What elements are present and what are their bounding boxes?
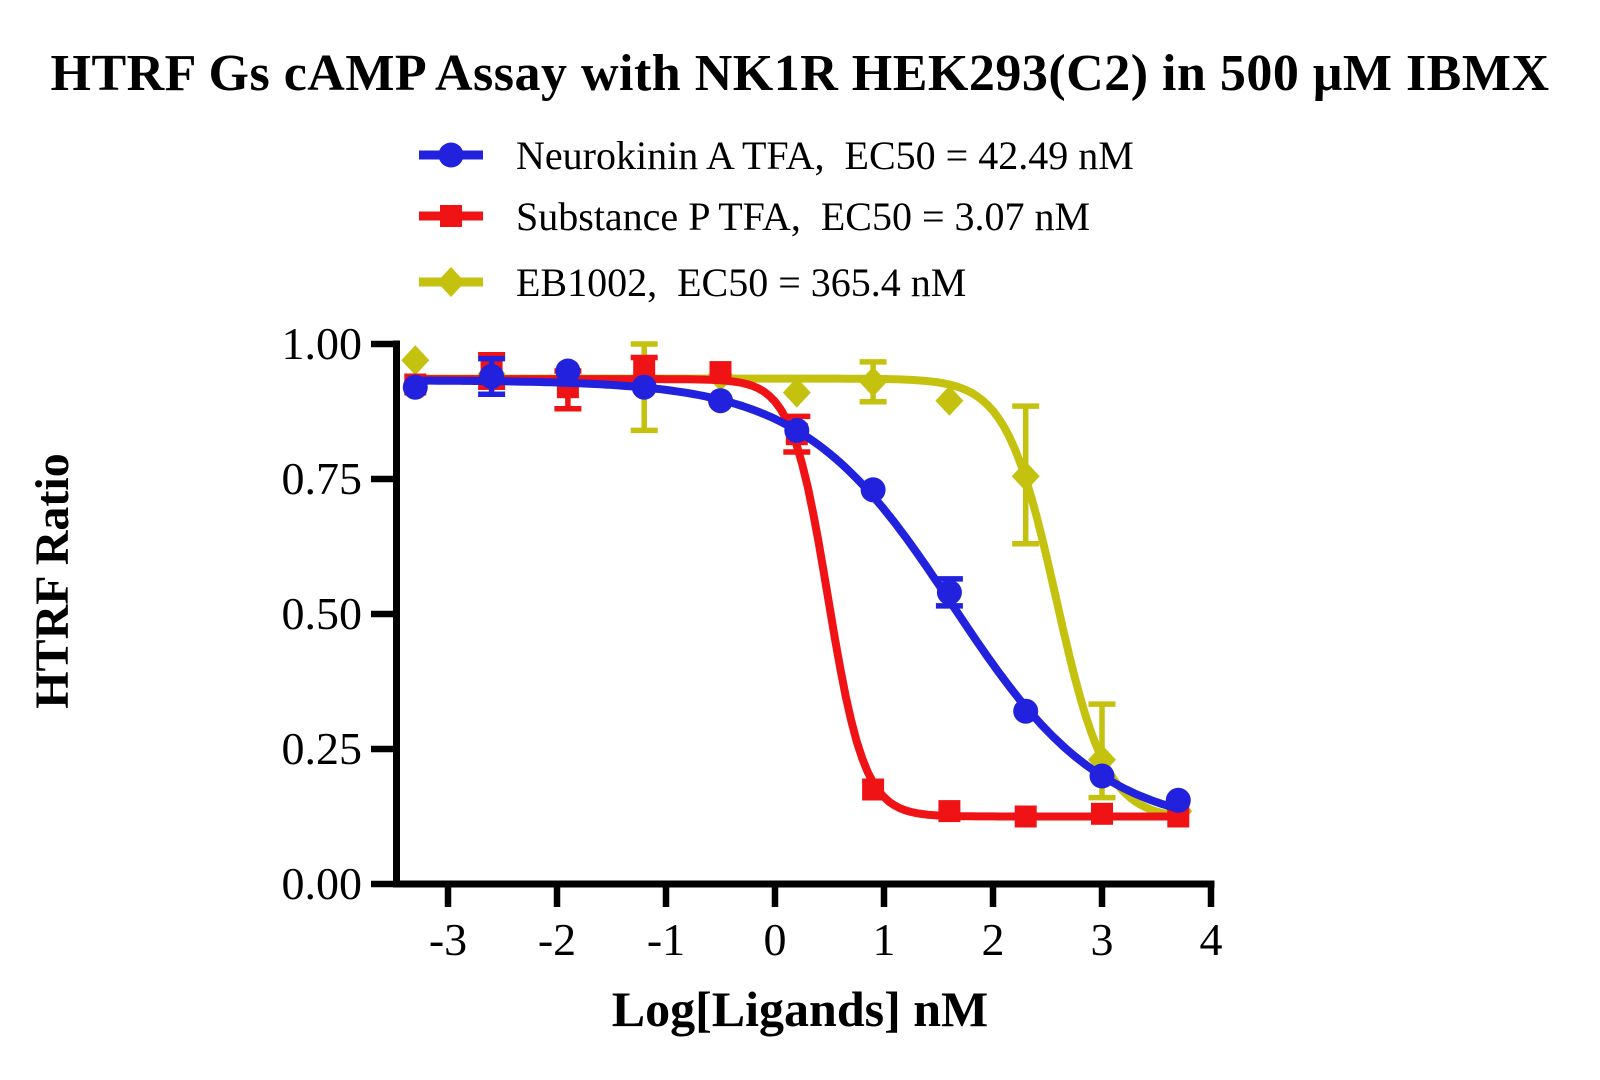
data-point-marker-substance-p-tfa	[1014, 805, 1037, 828]
circle-marker-icon	[419, 142, 483, 168]
legend-item-neurokinin-a-tfa: Neurokinin A TFA, EC50 = 42.49 nM	[416, 132, 1134, 178]
legend-item-substance-p-tfa: Substance P TFA, EC50 = 3.07 nM	[416, 193, 1091, 239]
data-point-marker-eb1002	[935, 385, 964, 416]
x-axis-title: Log[Ligands] nM	[611, 981, 989, 1037]
data-point-marker-eb1002	[859, 366, 888, 397]
data-point-marker-neurokinin-a-tfa	[555, 358, 581, 384]
data-point-marker-substance-p-tfa	[938, 800, 961, 823]
x-tick-label: 0	[764, 914, 787, 965]
data-point-marker-substance-p-tfa	[633, 357, 656, 380]
legend-label: Substance P TFA, EC50 = 3.07 nM	[516, 193, 1091, 239]
data-point-marker-eb1002	[1011, 461, 1040, 492]
x-tick-label: 2	[982, 914, 1005, 965]
diamond-marker-icon	[419, 267, 483, 297]
data-point-marker-substance-p-tfa	[709, 361, 732, 384]
x-tick-label: 3	[1091, 914, 1114, 965]
data-point-marker-eb1002	[401, 345, 430, 376]
legend-item-eb1002: EB1002, EC50 = 365.4 nM	[416, 259, 967, 305]
chart-title: HTRF Gs cAMP Assay with NK1R HEK293(C2) …	[50, 45, 1550, 102]
data-point-marker-neurokinin-a-tfa	[479, 363, 505, 389]
data-point-marker-neurokinin-a-tfa	[860, 477, 886, 503]
data-point-marker-neurokinin-a-tfa	[708, 388, 733, 414]
x-tick-label: -3	[429, 914, 467, 965]
data-point-marker-legend	[440, 205, 462, 227]
data-point-marker-neurokinin-a-tfa	[784, 417, 810, 443]
y-tick-label: 0.00	[282, 858, 363, 909]
data-point-marker-substance-p-tfa	[862, 778, 885, 801]
series-neurokinin-a-tfa	[402, 355, 1191, 813]
data-point-marker-legend	[438, 142, 464, 168]
data-point-marker-legend	[437, 267, 465, 297]
data-point-marker-neurokinin-a-tfa	[631, 374, 657, 400]
x-tick-label: -1	[647, 914, 685, 965]
data-point-marker-neurokinin-a-tfa	[1013, 698, 1039, 724]
square-marker-icon	[419, 205, 483, 227]
y-tick-label: 0.50	[282, 588, 363, 639]
data-point-marker-neurokinin-a-tfa	[402, 374, 428, 400]
x-tick-label: 4	[1200, 914, 1223, 965]
data-point-marker-neurokinin-a-tfa	[936, 579, 962, 605]
x-tick-label: 1	[873, 914, 896, 965]
legend-label: EB1002, EC50 = 365.4 nM	[516, 259, 967, 305]
y-tick-label: 0.25	[282, 723, 363, 774]
data-point-marker-eb1002	[782, 377, 811, 408]
legend-label: Neurokinin A TFA, EC50 = 42.49 nM	[516, 132, 1134, 178]
x-tick-label: -2	[538, 914, 576, 965]
data-point-marker-substance-p-tfa	[1091, 802, 1113, 825]
y-tick-label: 0.75	[282, 453, 363, 504]
y-tick-label: 1.00	[282, 318, 363, 369]
data-point-marker-neurokinin-a-tfa	[1165, 787, 1191, 813]
data-point-marker-neurokinin-a-tfa	[1089, 763, 1115, 789]
